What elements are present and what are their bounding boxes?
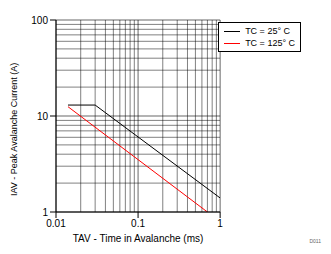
html-text:D011: D011: [309, 238, 321, 244]
svg-text:10: 10: [37, 111, 49, 122]
svg-text:TAV - Time in Avalanche (ms): TAV - Time in Avalanche (ms): [73, 233, 204, 244]
svg-text:0.1: 0.1: [131, 218, 145, 229]
svg-text:0.01: 0.01: [46, 218, 66, 229]
svg-text:1: 1: [42, 207, 48, 218]
svg-text:100: 100: [31, 15, 48, 26]
html-text:TC = 125° C: TC = 125° C: [245, 38, 295, 48]
svg-text:IAV - Peak Avalanche Current (: IAV - Peak Avalanche Current (A): [9, 63, 19, 196]
html-text:TC = 25° C: TC = 25° C: [245, 26, 290, 36]
svg-text:1: 1: [217, 218, 223, 229]
